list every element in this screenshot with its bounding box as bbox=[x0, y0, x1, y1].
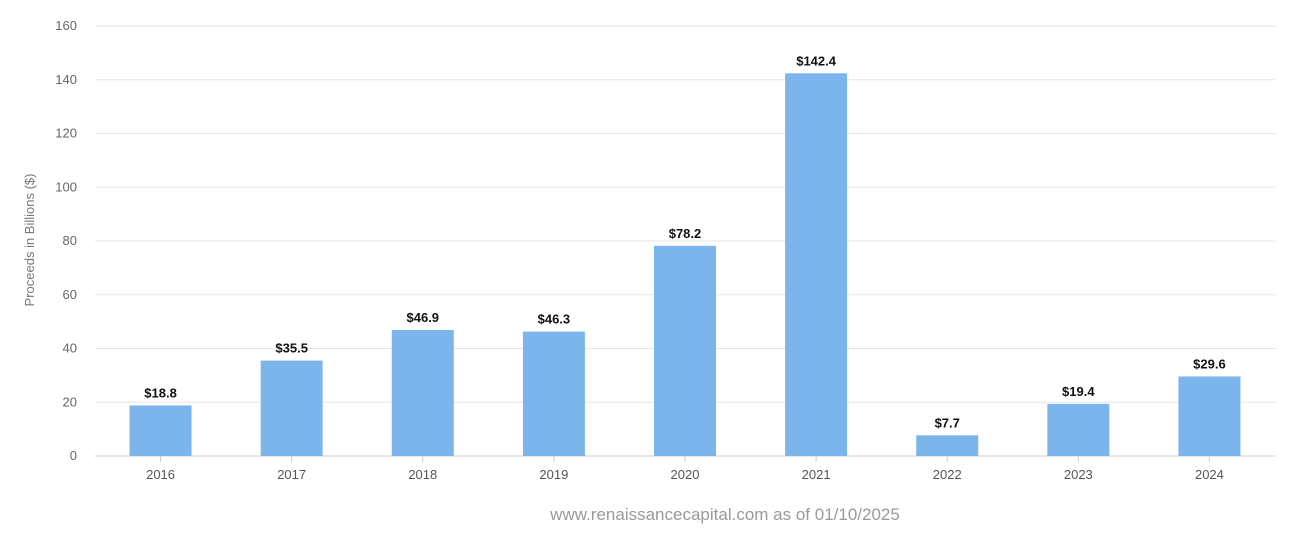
bar-value-label: $46.9 bbox=[407, 310, 440, 325]
bar-value-label: $18.8 bbox=[144, 385, 177, 400]
y-axis-title: Proceeds in Billions ($) bbox=[22, 174, 37, 307]
y-tick-label: 60 bbox=[63, 287, 77, 302]
x-tick-label: 2018 bbox=[408, 467, 437, 482]
bar bbox=[522, 331, 585, 456]
bar-value-label: $46.3 bbox=[538, 312, 571, 327]
y-tick-label: 140 bbox=[55, 72, 77, 87]
y-tick-label: 20 bbox=[63, 394, 77, 409]
bar bbox=[260, 360, 323, 456]
x-tick-label: 2017 bbox=[277, 467, 306, 482]
y-tick-label: 40 bbox=[63, 341, 77, 356]
bar-value-label: $29.6 bbox=[1193, 356, 1226, 371]
y-tick-label: 100 bbox=[55, 179, 77, 194]
y-tick-label: 120 bbox=[55, 126, 77, 141]
source-note: www.renaissancecapital.com as of 01/10/2… bbox=[549, 505, 900, 524]
label-layer: 0 20 40 60 80 100 120 140 160 $18.8 2016 $35.5 2017 $… bbox=[55, 18, 1225, 482]
bar bbox=[916, 435, 979, 456]
bar-layer bbox=[129, 73, 1241, 457]
x-tick-label: 2022 bbox=[933, 467, 962, 482]
bar bbox=[391, 329, 454, 456]
y-tick-label: 80 bbox=[63, 233, 77, 248]
bar bbox=[129, 405, 192, 456]
bar bbox=[654, 245, 716, 456]
x-tick-label: 2019 bbox=[539, 467, 568, 482]
bar-value-label: $142.4 bbox=[796, 53, 837, 68]
bar-value-label: $35.5 bbox=[275, 341, 308, 356]
x-tick-label: 2016 bbox=[146, 467, 175, 482]
x-tick-label: 2024 bbox=[1195, 467, 1224, 482]
bar bbox=[1047, 403, 1110, 456]
x-tick-label: 2021 bbox=[802, 467, 831, 482]
x-tick-label: 2023 bbox=[1064, 467, 1093, 482]
y-tick-label: 160 bbox=[55, 18, 77, 33]
bar-value-label: $19.4 bbox=[1062, 384, 1095, 399]
x-tick-label: 2020 bbox=[671, 467, 700, 482]
bar bbox=[1178, 376, 1241, 456]
y-tick-label: 0 bbox=[70, 448, 77, 463]
bar bbox=[785, 73, 848, 457]
bar-value-label: $78.2 bbox=[669, 226, 702, 241]
bar-value-label: $7.7 bbox=[935, 415, 960, 430]
